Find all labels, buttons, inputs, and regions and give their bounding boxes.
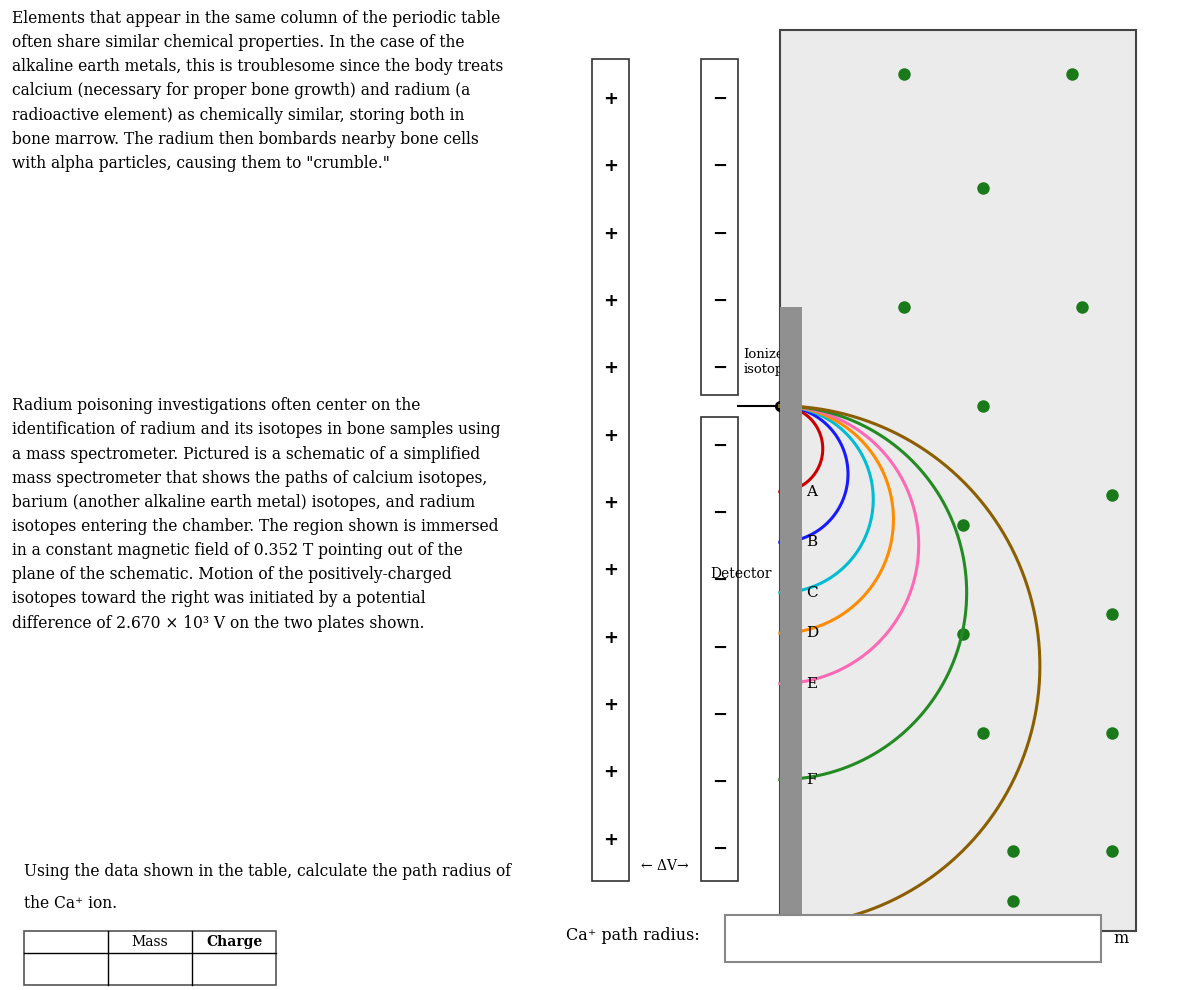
Text: −: − <box>712 90 727 108</box>
Text: +: + <box>604 629 618 646</box>
Text: F: F <box>806 772 817 786</box>
Text: −: − <box>712 504 727 522</box>
Bar <box>701 417 738 881</box>
Text: −: − <box>712 639 727 656</box>
Text: −: − <box>712 773 727 791</box>
Text: Detector: Detector <box>710 567 772 581</box>
Text: +: + <box>604 157 618 175</box>
Bar <box>24 931 276 985</box>
Text: −: − <box>712 571 727 589</box>
Text: the Ca⁺ ion.: the Ca⁺ ion. <box>24 895 118 912</box>
Text: −: − <box>712 225 727 243</box>
Text: +: + <box>604 427 618 445</box>
Text: +: + <box>604 696 618 714</box>
Text: +: + <box>604 763 618 781</box>
Bar <box>592 59 629 881</box>
Text: ← ΔV→: ← ΔV→ <box>641 859 689 873</box>
Text: −: − <box>712 157 727 175</box>
Text: Using the data shown in the table, calculate the path radius of: Using the data shown in the table, calcu… <box>24 863 511 880</box>
Text: +: + <box>604 359 618 377</box>
Text: +: + <box>604 225 618 243</box>
Text: C: C <box>806 586 818 600</box>
Text: Elements that appear in the same column of the periodic table
often share simila: Elements that appear in the same column … <box>12 10 503 172</box>
Text: m: m <box>1112 930 1128 947</box>
Text: −: − <box>712 841 727 858</box>
Text: E: E <box>806 676 817 691</box>
Text: +: + <box>604 90 618 108</box>
Text: −: − <box>712 437 727 454</box>
Bar <box>701 59 738 395</box>
Bar <box>780 307 802 921</box>
Bar <box>725 915 1102 962</box>
Text: D: D <box>806 626 818 641</box>
Text: +: + <box>604 831 618 848</box>
Text: −: − <box>712 359 727 377</box>
Text: +: + <box>604 494 618 512</box>
Text: −: − <box>712 706 727 724</box>
Text: −: − <box>712 292 727 310</box>
Text: +: + <box>604 561 618 579</box>
Text: +: + <box>604 292 618 310</box>
Bar <box>780 30 1136 931</box>
Text: Ionized
isotope: Ionized isotope <box>743 348 792 376</box>
Text: B: B <box>806 536 817 549</box>
Text: Mass: Mass <box>132 935 168 949</box>
Text: Charge: Charge <box>206 935 263 949</box>
Text: Radium poisoning investigations often center on the
identification of radium and: Radium poisoning investigations often ce… <box>12 397 500 632</box>
Text: A: A <box>806 485 817 499</box>
Text: Ca⁺ path radius:: Ca⁺ path radius: <box>566 927 700 944</box>
